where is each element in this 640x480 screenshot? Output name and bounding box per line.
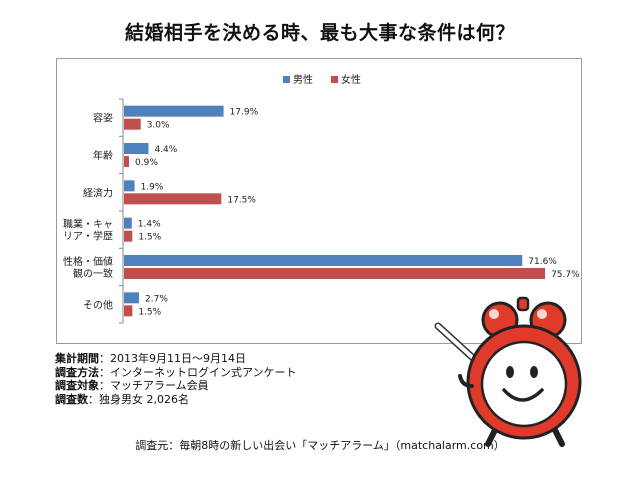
data-label: 0.9%: [135, 158, 158, 168]
bar-female: [124, 118, 141, 130]
category-label: リア・学歴: [63, 230, 113, 243]
data-label: 71.6%: [528, 257, 557, 267]
note-method: 調査方法：インターネットログイン式アンケート: [55, 365, 297, 379]
category-label: 観の一致: [73, 267, 113, 280]
data-label: 1.5%: [138, 307, 161, 317]
note-period: 集計期間：2013年9月11日〜9月14日: [55, 352, 246, 365]
chart-title: 結婚相手を決める時、最も大事な条件は何？: [124, 22, 515, 44]
category-label: 容姿: [93, 112, 113, 125]
bar-female: [124, 268, 546, 279]
data-label: 17.9%: [230, 108, 259, 118]
legend-swatch-1: [331, 76, 338, 83]
bar-female: [124, 156, 130, 167]
category-label: 職業・キャ: [63, 218, 113, 231]
bar-male: [124, 255, 523, 266]
bar-male: [124, 180, 135, 192]
alarm-clock-mascot-icon: [434, 296, 582, 447]
bar-male: [124, 105, 224, 117]
data-label: 1.5%: [138, 233, 161, 243]
legend-swatch-0: [283, 76, 290, 83]
bar-male: [124, 217, 132, 229]
chart-panel: 男性 女性容姿 17.9% 3.0% 年齢 4.4% 0.9% 経済力 1.9% 17.5% 職業・…: [56, 58, 582, 344]
category-label: 年齢: [93, 149, 113, 162]
data-label: 1.9%: [141, 182, 164, 192]
category-label: 性格・価値: [63, 255, 113, 268]
data-label: 17.5%: [227, 195, 256, 205]
bar-male: [124, 292, 140, 304]
category-label: 経済力: [83, 186, 113, 199]
legend-label-0: 男性: [293, 73, 313, 86]
bar-female: [124, 305, 133, 317]
data-label: 75.7%: [551, 270, 580, 280]
data-label: 2.7%: [145, 294, 168, 304]
data-label: 3.0%: [147, 121, 170, 131]
data-label: 1.4%: [138, 220, 161, 230]
survey-notes: 集計期間：2013年9月11日〜9月14日 調査方法：インターネットログイン式ア…: [55, 352, 297, 406]
legend-label-1: 女性: [341, 73, 361, 86]
source-credit: 調査元：毎朝8時の新しい出会い「マッチアラーム」（matchalarm.com）: [135, 439, 505, 452]
bar-female: [124, 230, 133, 242]
note-count: 調査数：独身男女 2,026名: [55, 392, 189, 406]
bar-male: [124, 143, 149, 154]
category-label: その他: [83, 298, 113, 311]
bar-female: [124, 193, 222, 205]
data-label: 4.4%: [154, 145, 177, 155]
note-target: 調査対象：マッチアラーム会員: [55, 379, 209, 392]
